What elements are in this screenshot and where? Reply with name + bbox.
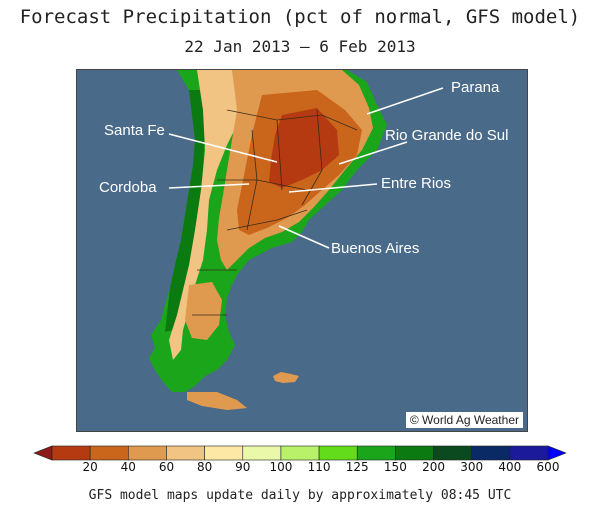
leader-lines [168,87,444,249]
legend-tick-label: 200 [422,460,445,474]
legend-swatch [318,445,358,461]
precipitation-map: Parana Santa Fe Rio Grande do Sul Cordob… [76,69,528,432]
label-santa-fe: Santa Fe [104,122,165,139]
legend-swatch [280,445,320,461]
legend-swatch [204,445,244,461]
legend-tick-label: 20 [82,460,98,474]
legend-arrow-low [33,445,53,461]
legend-tick-label: 110 [307,460,331,474]
legend-swatch [166,445,205,461]
map-title: Forecast Precipitation (pct of normal, G… [19,6,581,28]
province-borders [192,109,358,316]
legend-tick-label: 60 [158,460,175,474]
legend-swatch [89,445,129,461]
legend-swatch [509,445,549,461]
label-cordoba: Cordoba [99,179,157,196]
andes-wet-zone [165,90,205,332]
legend-tick-label: 300 [460,460,484,474]
legend-arrow-high [547,445,567,461]
date-range: 22 Jan 2013 – 6 Feb 2013 [184,37,416,56]
legend-swatch [471,445,511,461]
update-note: GFS model maps update daily by approxima… [88,488,512,503]
legend-tick-label: 40 [120,460,136,474]
legend-tick-label: 150 [383,460,407,474]
legend-tick-label: 100 [269,460,293,474]
legend-swatch [356,445,396,461]
patagonia-dry [185,282,222,340]
legend-tick-label: 80 [196,460,213,474]
label-rio-grande-do-sul: Rio Grande do Sul [385,127,509,144]
color-legend [33,445,567,461]
legend-swatch [395,445,434,461]
legend-swatch [242,445,282,461]
legend-swatch [51,445,91,461]
credit-badge: © World Ag Weather [405,412,523,428]
map-canvas [77,70,527,431]
legend-swatch [128,445,167,461]
legend-tick-label: 90 [235,460,251,474]
label-buenos-aires: Buenos Aires [331,240,420,257]
label-parana: Parana [451,79,500,96]
legend-tick-label: 600 [536,460,560,474]
legend-tick-label: 125 [345,460,369,474]
tierra-del-fuego [187,392,247,410]
legend-tick-label: 400 [498,460,522,474]
falkland-islands [273,372,299,383]
label-entre-rios: Entre Rios [381,175,452,192]
legend-swatch [433,445,472,461]
